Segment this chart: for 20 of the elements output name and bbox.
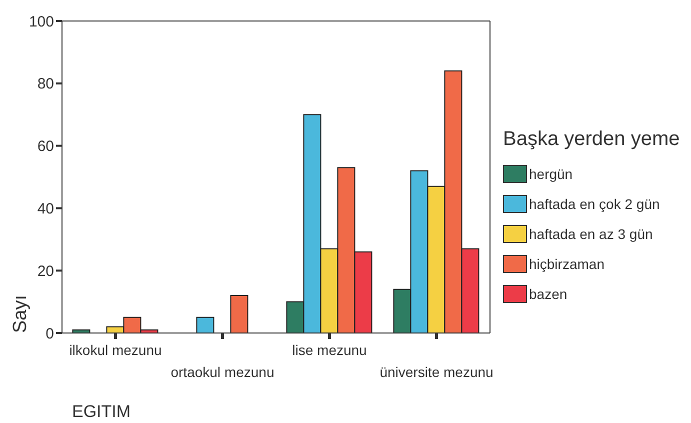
x-tick-label: lise mezunu [292,342,367,358]
legend-label: hiçbirzaman [528,255,606,273]
x-tick-label: üniversite mezunu [380,364,494,380]
x-tick-label: ortaokul mezunu [170,364,274,380]
y-tick-label: 80 [37,76,54,93]
legend-label: hergün [528,165,574,183]
bar [230,295,248,333]
legend-title: Başka yerden yeme [503,128,681,151]
y-tick-label: 60 [37,138,54,156]
legend-label: haftada en çok 2 gün [528,195,661,213]
legend-label: haftada en az 3 gün [528,225,654,243]
x-tick-label: ilkokul mezunu [69,342,162,358]
y-tick-label: 0 [46,325,54,342]
bar [196,316,214,333]
y-tick-label: 20 [37,262,54,280]
legend-label: bazen [528,285,568,303]
y-tick-label: 100 [28,13,54,30]
x-axis-title: EGITIM [72,402,131,421]
y-tick-label: 40 [37,200,54,218]
y-axis-title: Sayı [10,294,31,333]
